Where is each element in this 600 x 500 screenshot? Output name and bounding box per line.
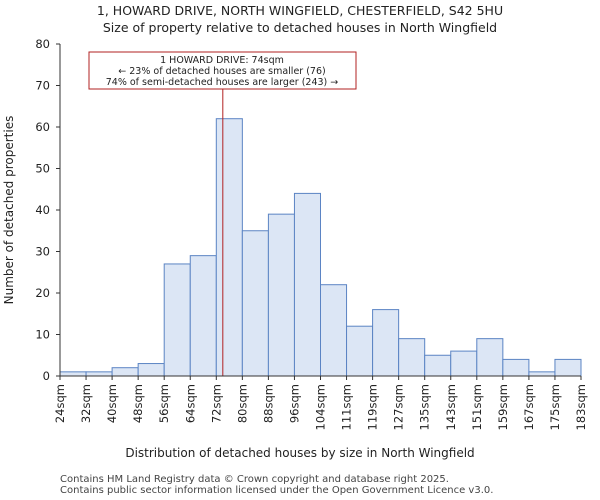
x-tick-label-72sqm: 72sqm bbox=[209, 384, 223, 423]
x-tick-label-80sqm: 80sqm bbox=[235, 384, 249, 423]
footer-line-2: Contains public sector information licen… bbox=[60, 485, 493, 496]
chart-title: 1, HOWARD DRIVE, NORTH WINGFIELD, CHESTE… bbox=[97, 3, 503, 18]
x-tick-label-40sqm: 40sqm bbox=[105, 384, 119, 423]
annotation-line-3: 74% of semi-detached houses are larger (… bbox=[106, 77, 339, 88]
y-tick-label: 50 bbox=[35, 162, 50, 176]
bar-64sqm bbox=[189, 255, 217, 377]
y-tick-label: 20 bbox=[35, 286, 50, 300]
x-axis-label: Distribution of detached houses by size … bbox=[125, 446, 474, 460]
x-tick-label-88sqm: 88sqm bbox=[261, 384, 275, 423]
x-tick-label-56sqm: 56sqm bbox=[157, 384, 171, 423]
bar-175sqm bbox=[554, 358, 582, 377]
bar-56sqm bbox=[163, 263, 191, 377]
x-tick-label-96sqm: 96sqm bbox=[287, 384, 301, 423]
x-tick-label-32sqm: 32sqm bbox=[79, 384, 93, 423]
bar-72sqm bbox=[215, 118, 243, 377]
x-tick-label-64sqm: 64sqm bbox=[183, 384, 197, 423]
x-tick-label-111sqm: 111sqm bbox=[340, 384, 354, 430]
x-tick-label-175sqm: 175sqm bbox=[548, 384, 562, 430]
x-tick-label-104sqm: 104sqm bbox=[314, 384, 328, 430]
y-tick-label: 30 bbox=[35, 245, 50, 259]
bar-159sqm bbox=[502, 358, 530, 377]
bar-167sqm bbox=[528, 371, 556, 377]
annotation-line-2: ← 23% of detached houses are smaller (76… bbox=[118, 66, 325, 77]
bar-32sqm bbox=[85, 371, 113, 377]
x-tick-label-183sqm: 183sqm bbox=[574, 384, 588, 430]
bar-96sqm bbox=[293, 192, 322, 377]
bar-24sqm bbox=[59, 371, 87, 377]
y-tick-label: 60 bbox=[35, 120, 50, 134]
x-tick-label-135sqm: 135sqm bbox=[418, 384, 432, 430]
bar-80sqm bbox=[241, 230, 269, 377]
bars-group bbox=[59, 118, 582, 377]
x-tick-label-48sqm: 48sqm bbox=[131, 384, 145, 423]
x-tick-label-127sqm: 127sqm bbox=[392, 384, 406, 430]
bar-127sqm bbox=[398, 338, 426, 377]
chart-subtitle: Size of property relative to detached ho… bbox=[103, 20, 497, 35]
x-tick-label-24sqm: 24sqm bbox=[53, 384, 67, 423]
annotation-box: 1 HOWARD DRIVE: 74sqm ← 23% of detached … bbox=[88, 51, 357, 90]
bar-88sqm bbox=[267, 213, 295, 377]
x-tick-label-119sqm: 119sqm bbox=[366, 384, 380, 430]
bar-151sqm bbox=[476, 338, 504, 377]
y-axis-label: Number of detached properties bbox=[2, 116, 16, 305]
annotation-frame bbox=[88, 51, 357, 90]
bar-48sqm bbox=[137, 363, 165, 377]
bar-135sqm bbox=[424, 354, 452, 377]
footer-line-1: Contains HM Land Registry data © Crown c… bbox=[60, 474, 449, 485]
y-tick-label: 0 bbox=[43, 369, 50, 383]
bar-119sqm bbox=[372, 309, 400, 377]
bar-111sqm bbox=[346, 325, 374, 377]
x-tick-label-167sqm: 167sqm bbox=[522, 384, 536, 430]
x-tick-label-143sqm: 143sqm bbox=[444, 384, 458, 430]
y-tick-label: 70 bbox=[35, 79, 50, 93]
x-tick-label-151sqm: 151sqm bbox=[470, 384, 484, 430]
y-tick-label: 10 bbox=[35, 328, 50, 342]
y-tick-label: 40 bbox=[35, 203, 50, 217]
bar-104sqm bbox=[320, 284, 348, 377]
bar-40sqm bbox=[111, 367, 139, 377]
x-tick-label-159sqm: 159sqm bbox=[496, 384, 510, 430]
bar-143sqm bbox=[450, 350, 478, 377]
y-tick-label: 80 bbox=[35, 37, 50, 51]
x-ticks-group: 24sqm 32sqm 40sqm 48sqm 56sqm 64sqm 72sqm 80sqm… bbox=[53, 376, 588, 430]
annotation-line-1: 1 HOWARD DRIVE: 74sqm bbox=[160, 55, 284, 66]
y-ticks-group: 0 10 20 30 40 50 60 70 80 bbox=[35, 37, 60, 383]
